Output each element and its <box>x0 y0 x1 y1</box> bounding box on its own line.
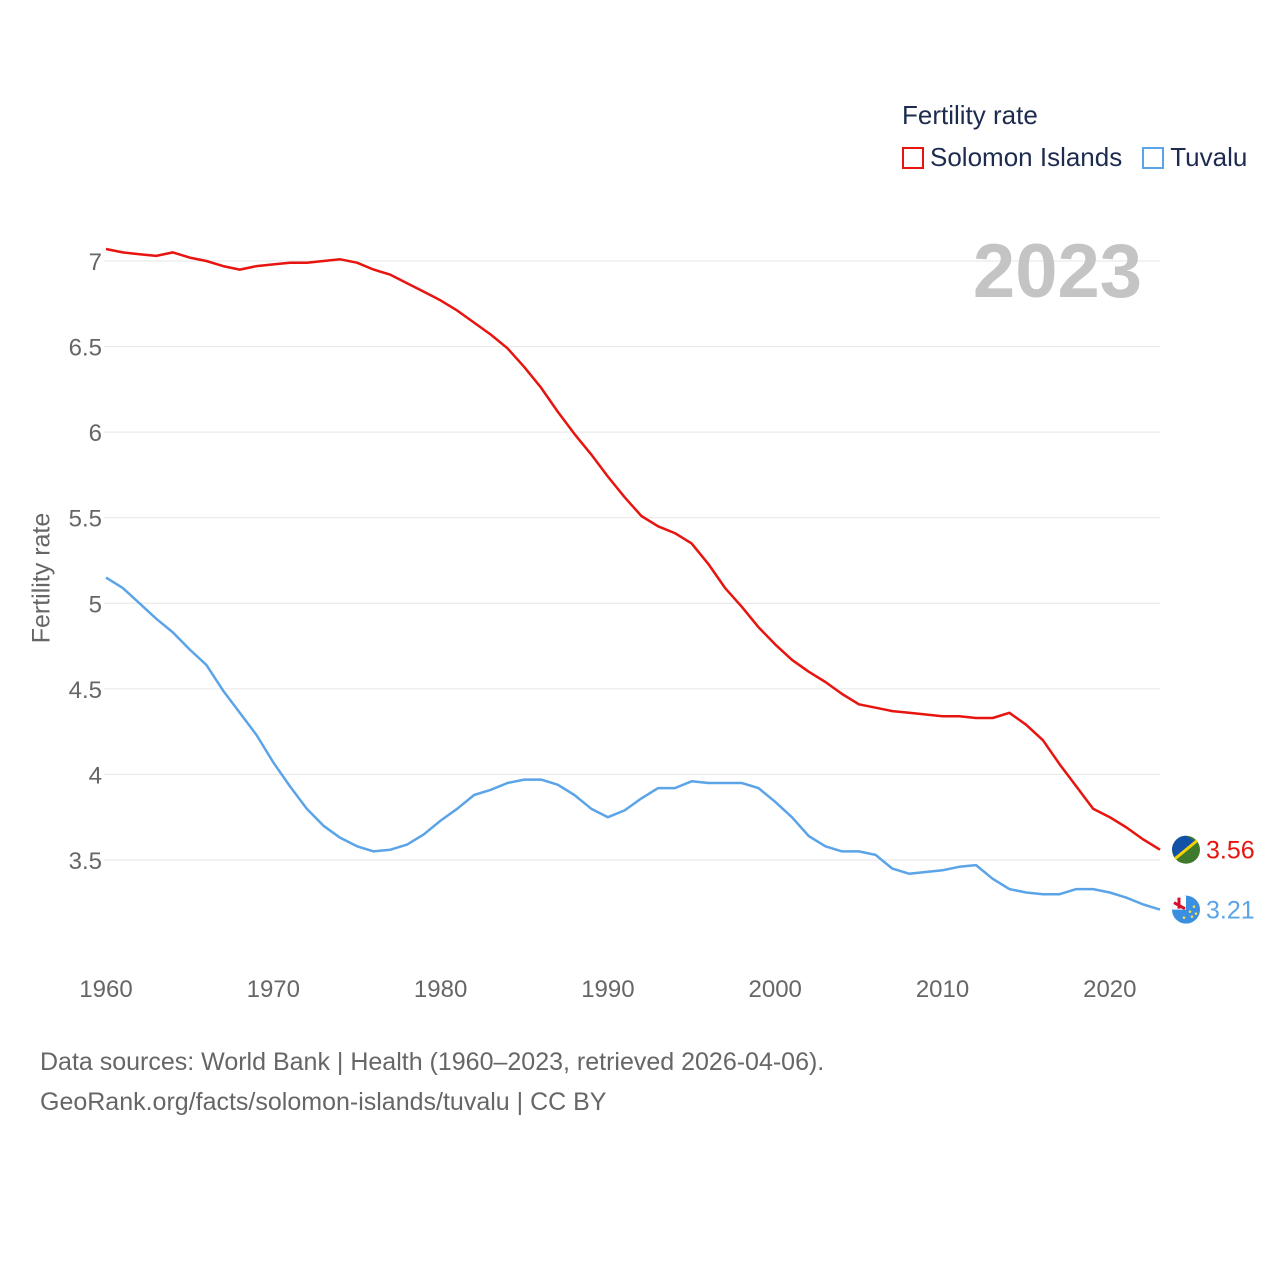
y-axis: 3.5 4 4.5 5 5.5 6 6.5 7 <box>69 249 102 875</box>
x-tick-label: 2000 <box>749 976 802 1003</box>
y-tick-label: 5.5 <box>69 506 102 533</box>
series-end-markers: 3.56 3.21 <box>1172 835 1255 925</box>
legend-title: Fertility rate <box>902 100 1038 130</box>
flag-icon-tuvalu <box>1172 895 1200 924</box>
y-tick-label: 5 <box>89 591 102 618</box>
x-axis: 1960 1970 1980 1990 2000 2010 2020 <box>79 976 1136 1003</box>
flag-icon-solomon-islands <box>1172 835 1200 864</box>
y-tick-label: 7 <box>89 249 102 276</box>
legend-swatch-tuvalu <box>1142 146 1165 169</box>
legend-swatch-solomon-islands <box>902 146 924 169</box>
y-tick-label: 3.5 <box>69 848 102 875</box>
y-axis-label: Fertility rate <box>27 512 56 644</box>
x-tick-label: 1960 <box>79 976 132 1003</box>
series-lines <box>105 247 1161 911</box>
y-tick-label: 6.5 <box>69 335 102 362</box>
data-sources: Data sources: World Bank | Health (1960–… <box>40 1048 825 1076</box>
y-tick-label: 4.5 <box>69 677 102 704</box>
x-tick-label: 1980 <box>414 976 467 1003</box>
legend-label-solomon-islands: Solomon Islands <box>930 142 1123 172</box>
attribution-link[interactable]: GeoRank.org/facts/solomon-islands/tuvalu… <box>40 1088 607 1116</box>
end-value-label-tuvalu: 3.21 <box>1206 897 1255 925</box>
series-line-solomon-islands[interactable] <box>105 247 1161 851</box>
legend-label-tuvalu: Tuvalu <box>1170 142 1248 172</box>
year-stamp: 2023 <box>972 229 1142 314</box>
footer: Data sources: World Bank | Health (1960–… <box>40 1042 824 1122</box>
end-value-label-solomon-islands: 3.56 <box>1206 837 1255 865</box>
x-tick-label: 1970 <box>247 976 300 1003</box>
y-tick-label: 6 <box>89 420 102 447</box>
legend-item-tuvalu[interactable]: Tuvalu <box>1142 142 1247 173</box>
y-tick-label: 4 <box>89 762 102 789</box>
x-tick-label: 2020 <box>1083 976 1136 1003</box>
series-line-tuvalu[interactable] <box>105 576 1161 911</box>
legend-item-solomon-islands[interactable]: Solomon Islands <box>902 142 1122 173</box>
grid-lines <box>104 260 1160 861</box>
x-tick-label: 2010 <box>916 976 969 1003</box>
legend: Solomon Islands Tuvalu <box>902 142 1247 173</box>
x-tick-label: 1990 <box>581 976 634 1003</box>
